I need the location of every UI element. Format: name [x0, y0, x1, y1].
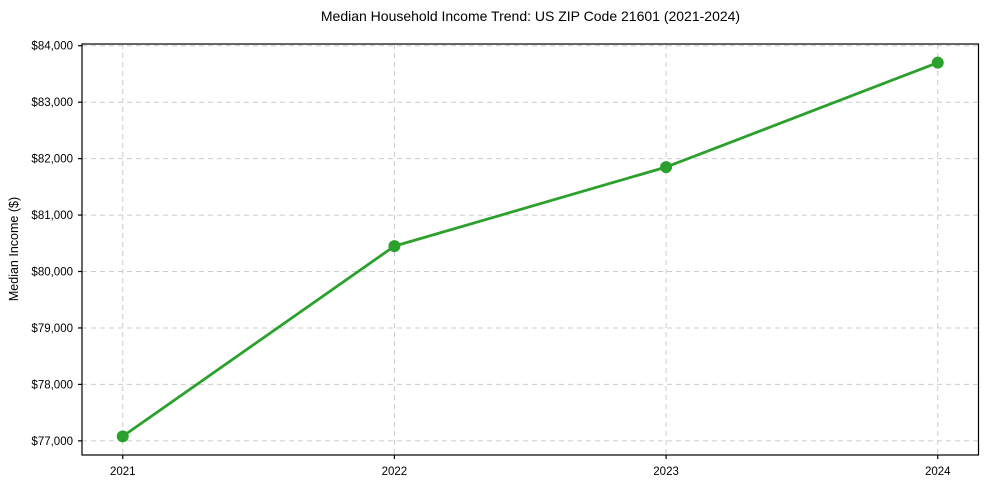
data-point-2021: [116, 430, 129, 443]
income-trend-line: [121, 61, 940, 438]
y-tick-label: $84,000: [31, 41, 73, 53]
y-tick-label: $82,000: [31, 154, 73, 166]
y-tick-label: $78,000: [31, 379, 73, 391]
x-tick-label: 2021: [110, 466, 136, 478]
y-tick-label: $77,000: [31, 436, 73, 448]
y-tick-label: $79,000: [31, 323, 73, 335]
data-point-2022: [388, 240, 401, 253]
x-tick-label: 2022: [382, 466, 408, 478]
y-tick-label: $81,000: [31, 210, 73, 222]
data-point-2023: [660, 161, 673, 174]
y-tick-label: $80,000: [31, 267, 73, 279]
x-tick-label: 2023: [653, 466, 679, 478]
plot-border: [81, 43, 980, 456]
data-point-2024: [931, 56, 944, 69]
y-tick-label: $83,000: [31, 97, 73, 109]
chart-title: Median Household Income Trend: US ZIP Co…: [320, 8, 741, 24]
x-tick-label: 2024: [925, 466, 951, 478]
